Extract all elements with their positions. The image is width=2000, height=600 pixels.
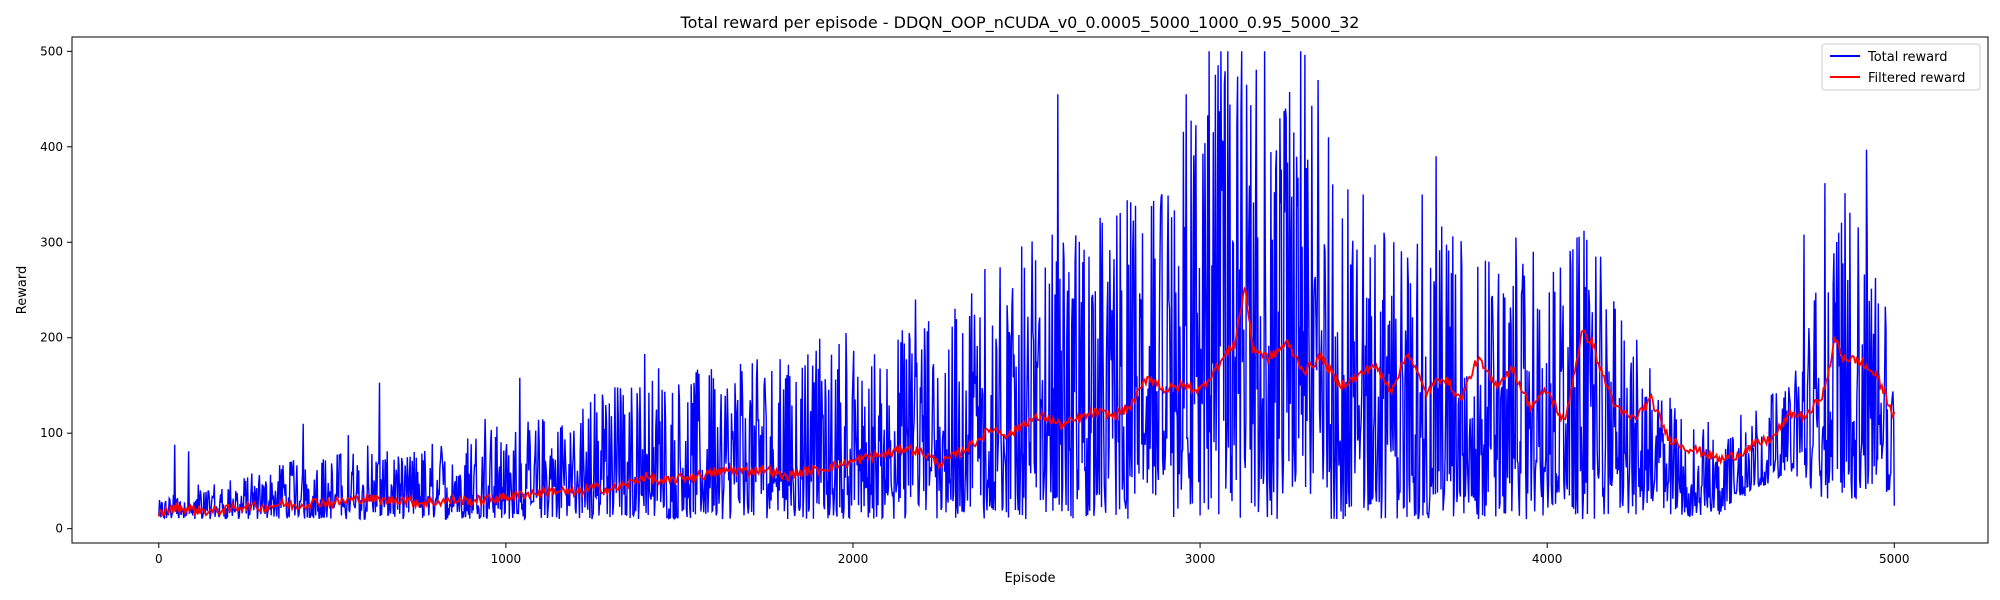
- y-tick-label: 400: [40, 140, 63, 154]
- y-tick-label: 500: [40, 44, 63, 58]
- series-layer: [157, 51, 1896, 521]
- chart-title: Total reward per episode - DDQN_OOP_nCUD…: [680, 13, 1360, 33]
- ticks-layer: 0 1000 2000 3000 4000 5000 0 100 200 300 400 500: [40, 44, 1909, 566]
- legend-label-filtered: Filtered reward: [1868, 71, 1965, 86]
- y-tick-label: 200: [40, 331, 63, 345]
- x-tick-label: 5000: [1879, 552, 1910, 566]
- x-tick-label: 0: [155, 552, 163, 566]
- x-tick-label: 4000: [1532, 552, 1563, 566]
- x-tick-label: 1000: [491, 552, 522, 566]
- y-axis-label: Reward: [15, 266, 30, 314]
- legend: Total reward Filtered reward: [1821, 43, 1981, 91]
- series-line-filtered-reward: [157, 286, 1896, 517]
- legend-box: [1821, 43, 1981, 91]
- x-axis-label: Episode: [1004, 571, 1055, 586]
- x-tick-label: 3000: [1185, 552, 1216, 566]
- y-tick-label: 300: [40, 235, 63, 249]
- y-tick-label: 100: [40, 426, 63, 440]
- y-tick-label: 0: [55, 522, 63, 536]
- legend-label-total: Total reward: [1867, 50, 1948, 65]
- x-tick-label: 2000: [838, 552, 869, 566]
